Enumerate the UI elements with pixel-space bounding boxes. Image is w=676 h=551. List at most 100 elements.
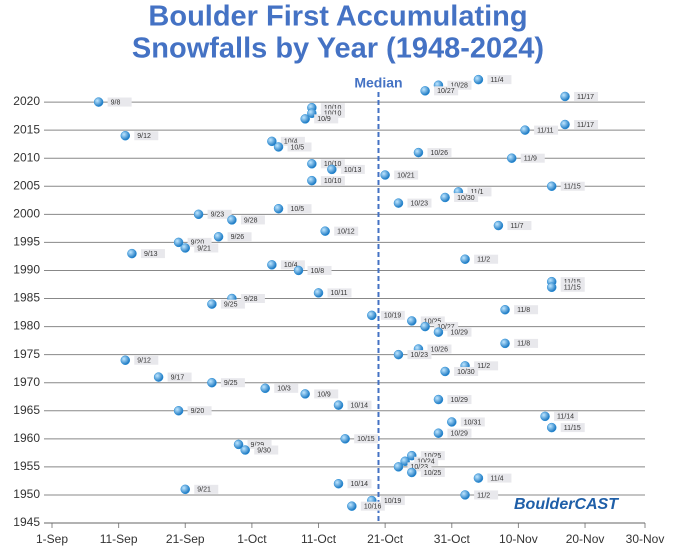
point-label-bg: [514, 338, 539, 348]
point-label-bg: [314, 389, 339, 399]
point-label: 11/2: [477, 363, 490, 370]
point-label: 10/21: [397, 172, 415, 179]
point-label-bg: [347, 479, 372, 489]
point-label: 10/10: [324, 161, 342, 168]
point-label: 11/8: [517, 341, 530, 348]
point: [267, 260, 277, 270]
point-label: 10/5: [291, 206, 305, 213]
point: [460, 490, 470, 500]
x-tick-label: 30-Nov: [626, 532, 665, 546]
point-label-bg: [407, 462, 432, 472]
point-label-bg: [447, 395, 472, 405]
point-label-bg: [560, 282, 585, 292]
point: [447, 417, 457, 427]
point: [173, 237, 184, 248]
median-label: Median: [354, 75, 402, 91]
y-tick-label: 2015: [13, 122, 40, 136]
point-label: 11/1: [470, 189, 483, 196]
point-label-bg: [427, 148, 452, 158]
point-label: 11/17: [577, 122, 594, 129]
y-tick-label: 1980: [13, 319, 40, 333]
point-label-bg: [407, 198, 432, 208]
point-label: 9/21: [197, 245, 211, 252]
point-label: 10/14: [351, 481, 369, 488]
point-label: 10/10: [324, 111, 342, 118]
point-label: 10/24: [417, 459, 435, 466]
point-label-bg: [447, 80, 472, 90]
chart-title: Boulder First Accumulating: [148, 1, 527, 33]
point-label-bg: [454, 192, 479, 202]
point: [120, 130, 131, 141]
point: [307, 175, 317, 186]
point-label: 11/15: [564, 184, 581, 191]
point-label: 9/23: [211, 212, 225, 219]
point-label-bg: [314, 114, 339, 124]
point-label-bg: [574, 91, 599, 101]
point-label-bg: [427, 344, 452, 354]
point: [213, 232, 224, 242]
point-label: 10/15: [357, 436, 375, 443]
point-label: 10/19: [384, 498, 402, 505]
point: [380, 170, 390, 180]
point-label-bg: [380, 310, 405, 320]
point: [227, 215, 237, 225]
point-label: 9/20: [191, 240, 205, 247]
point: [207, 299, 217, 309]
point: [433, 327, 444, 337]
point-label: 11/2: [477, 492, 490, 499]
point-label: 10/9: [317, 116, 331, 123]
point-label: 9/13: [144, 251, 158, 258]
point: [506, 153, 517, 163]
point: [340, 434, 350, 444]
point-label-bg: [320, 176, 345, 186]
point: [347, 501, 357, 511]
point-label: 9/29: [251, 442, 265, 449]
point: [500, 304, 510, 315]
point-label-bg: [474, 490, 499, 500]
point-label: 10/19: [384, 313, 402, 320]
x-tick-label: 21-Oct: [367, 532, 404, 546]
point-label-bg: [560, 181, 585, 191]
point-label: 9/28: [244, 217, 258, 224]
x-tick-label: 1-Sep: [36, 532, 68, 546]
point-label-bg: [187, 237, 212, 247]
point: [293, 265, 304, 276]
point: [546, 282, 557, 293]
point: [327, 164, 337, 175]
point: [233, 439, 244, 450]
point-label: 10/27: [437, 324, 455, 331]
point-label: 11/4: [490, 475, 503, 482]
point: [440, 192, 450, 203]
y-tick-label: 2000: [13, 206, 40, 220]
point-label-bg: [194, 484, 219, 494]
point-label-bg: [487, 75, 512, 85]
y-tick-label: 1990: [13, 263, 40, 277]
point-label: 11/15: [564, 279, 581, 286]
point: [420, 86, 430, 96]
point: [407, 316, 417, 326]
point-label: 9/30: [257, 447, 271, 454]
point: [407, 467, 417, 478]
y-tick-label: 1995: [13, 235, 40, 249]
point: [560, 119, 570, 130]
point: [120, 355, 131, 365]
point-label-bg: [434, 322, 459, 332]
y-tick-label: 1965: [13, 403, 40, 417]
point: [473, 473, 484, 483]
point-label-bg: [380, 496, 405, 506]
point-label-bg: [360, 501, 385, 511]
point-label: 9/17: [171, 374, 185, 381]
y-tick-label: 2020: [13, 94, 40, 108]
point: [546, 181, 557, 191]
point-label-bg: [320, 108, 345, 118]
point-label-bg: [487, 473, 512, 483]
y-tick-label: 1985: [13, 291, 40, 305]
point-label-bg: [207, 209, 232, 219]
point-label: 10/25: [424, 318, 442, 325]
point-label-bg: [140, 249, 165, 259]
logo: BoulderCAST: [514, 496, 619, 513]
point: [273, 142, 284, 152]
point-label-bg: [340, 164, 365, 174]
point: [240, 445, 250, 455]
point-label: 11/15: [564, 425, 581, 432]
